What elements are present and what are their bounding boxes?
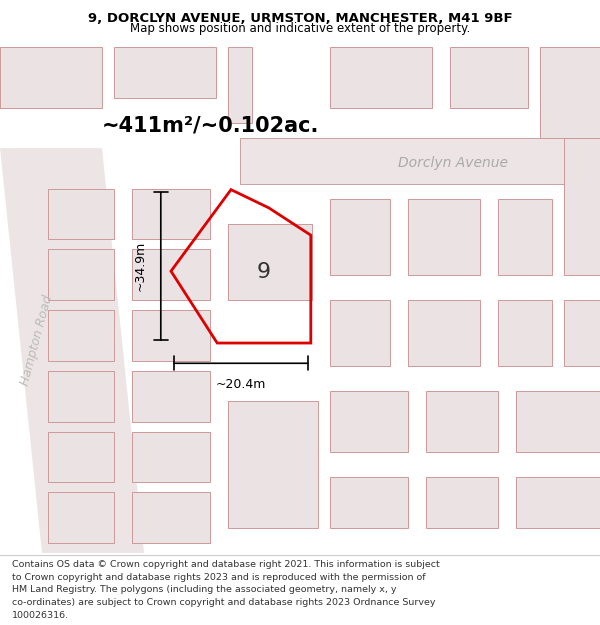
Polygon shape	[564, 300, 600, 366]
Polygon shape	[516, 391, 600, 452]
Polygon shape	[132, 310, 210, 361]
Polygon shape	[132, 432, 210, 482]
Polygon shape	[48, 189, 114, 239]
Polygon shape	[48, 432, 114, 482]
Polygon shape	[408, 199, 480, 275]
Polygon shape	[498, 300, 552, 366]
Text: ~411m²/~0.102ac.: ~411m²/~0.102ac.	[101, 116, 319, 136]
Polygon shape	[330, 199, 390, 275]
Text: Contains OS data © Crown copyright and database right 2021. This information is : Contains OS data © Crown copyright and d…	[12, 560, 440, 569]
Polygon shape	[132, 371, 210, 421]
Text: Hampton Road: Hampton Road	[19, 294, 56, 387]
Polygon shape	[426, 478, 498, 528]
Text: 9: 9	[257, 262, 271, 282]
Polygon shape	[426, 391, 498, 452]
Text: 9, DORCLYN AVENUE, URMSTON, MANCHESTER, M41 9BF: 9, DORCLYN AVENUE, URMSTON, MANCHESTER, …	[88, 12, 512, 25]
Polygon shape	[450, 47, 528, 108]
Polygon shape	[240, 138, 600, 184]
Text: to Crown copyright and database rights 2023 and is reproduced with the permissio: to Crown copyright and database rights 2…	[12, 573, 425, 582]
Polygon shape	[330, 478, 408, 528]
Text: Dorclyn Avenue: Dorclyn Avenue	[398, 156, 508, 170]
Polygon shape	[48, 371, 114, 421]
Polygon shape	[48, 310, 114, 361]
Text: Map shows position and indicative extent of the property.: Map shows position and indicative extent…	[130, 22, 470, 35]
Polygon shape	[330, 47, 432, 108]
Polygon shape	[540, 47, 600, 138]
Polygon shape	[114, 47, 216, 98]
Polygon shape	[0, 47, 102, 108]
Polygon shape	[330, 300, 390, 366]
Polygon shape	[408, 300, 480, 366]
Text: HM Land Registry. The polygons (including the associated geometry, namely x, y: HM Land Registry. The polygons (includin…	[12, 586, 397, 594]
Polygon shape	[132, 492, 210, 543]
Polygon shape	[228, 224, 312, 300]
Polygon shape	[48, 492, 114, 543]
Text: co-ordinates) are subject to Crown copyright and database rights 2023 Ordnance S: co-ordinates) are subject to Crown copyr…	[12, 598, 436, 607]
Polygon shape	[516, 478, 600, 528]
Polygon shape	[498, 199, 552, 275]
Polygon shape	[132, 249, 210, 300]
Text: 100026316.: 100026316.	[12, 611, 69, 619]
Polygon shape	[0, 148, 144, 553]
Polygon shape	[48, 249, 114, 300]
Polygon shape	[228, 401, 318, 528]
Polygon shape	[132, 189, 210, 239]
Polygon shape	[564, 138, 600, 275]
Polygon shape	[330, 391, 408, 452]
Polygon shape	[228, 47, 252, 122]
Text: ~34.9m: ~34.9m	[134, 241, 147, 291]
Text: ~20.4m: ~20.4m	[216, 378, 266, 391]
